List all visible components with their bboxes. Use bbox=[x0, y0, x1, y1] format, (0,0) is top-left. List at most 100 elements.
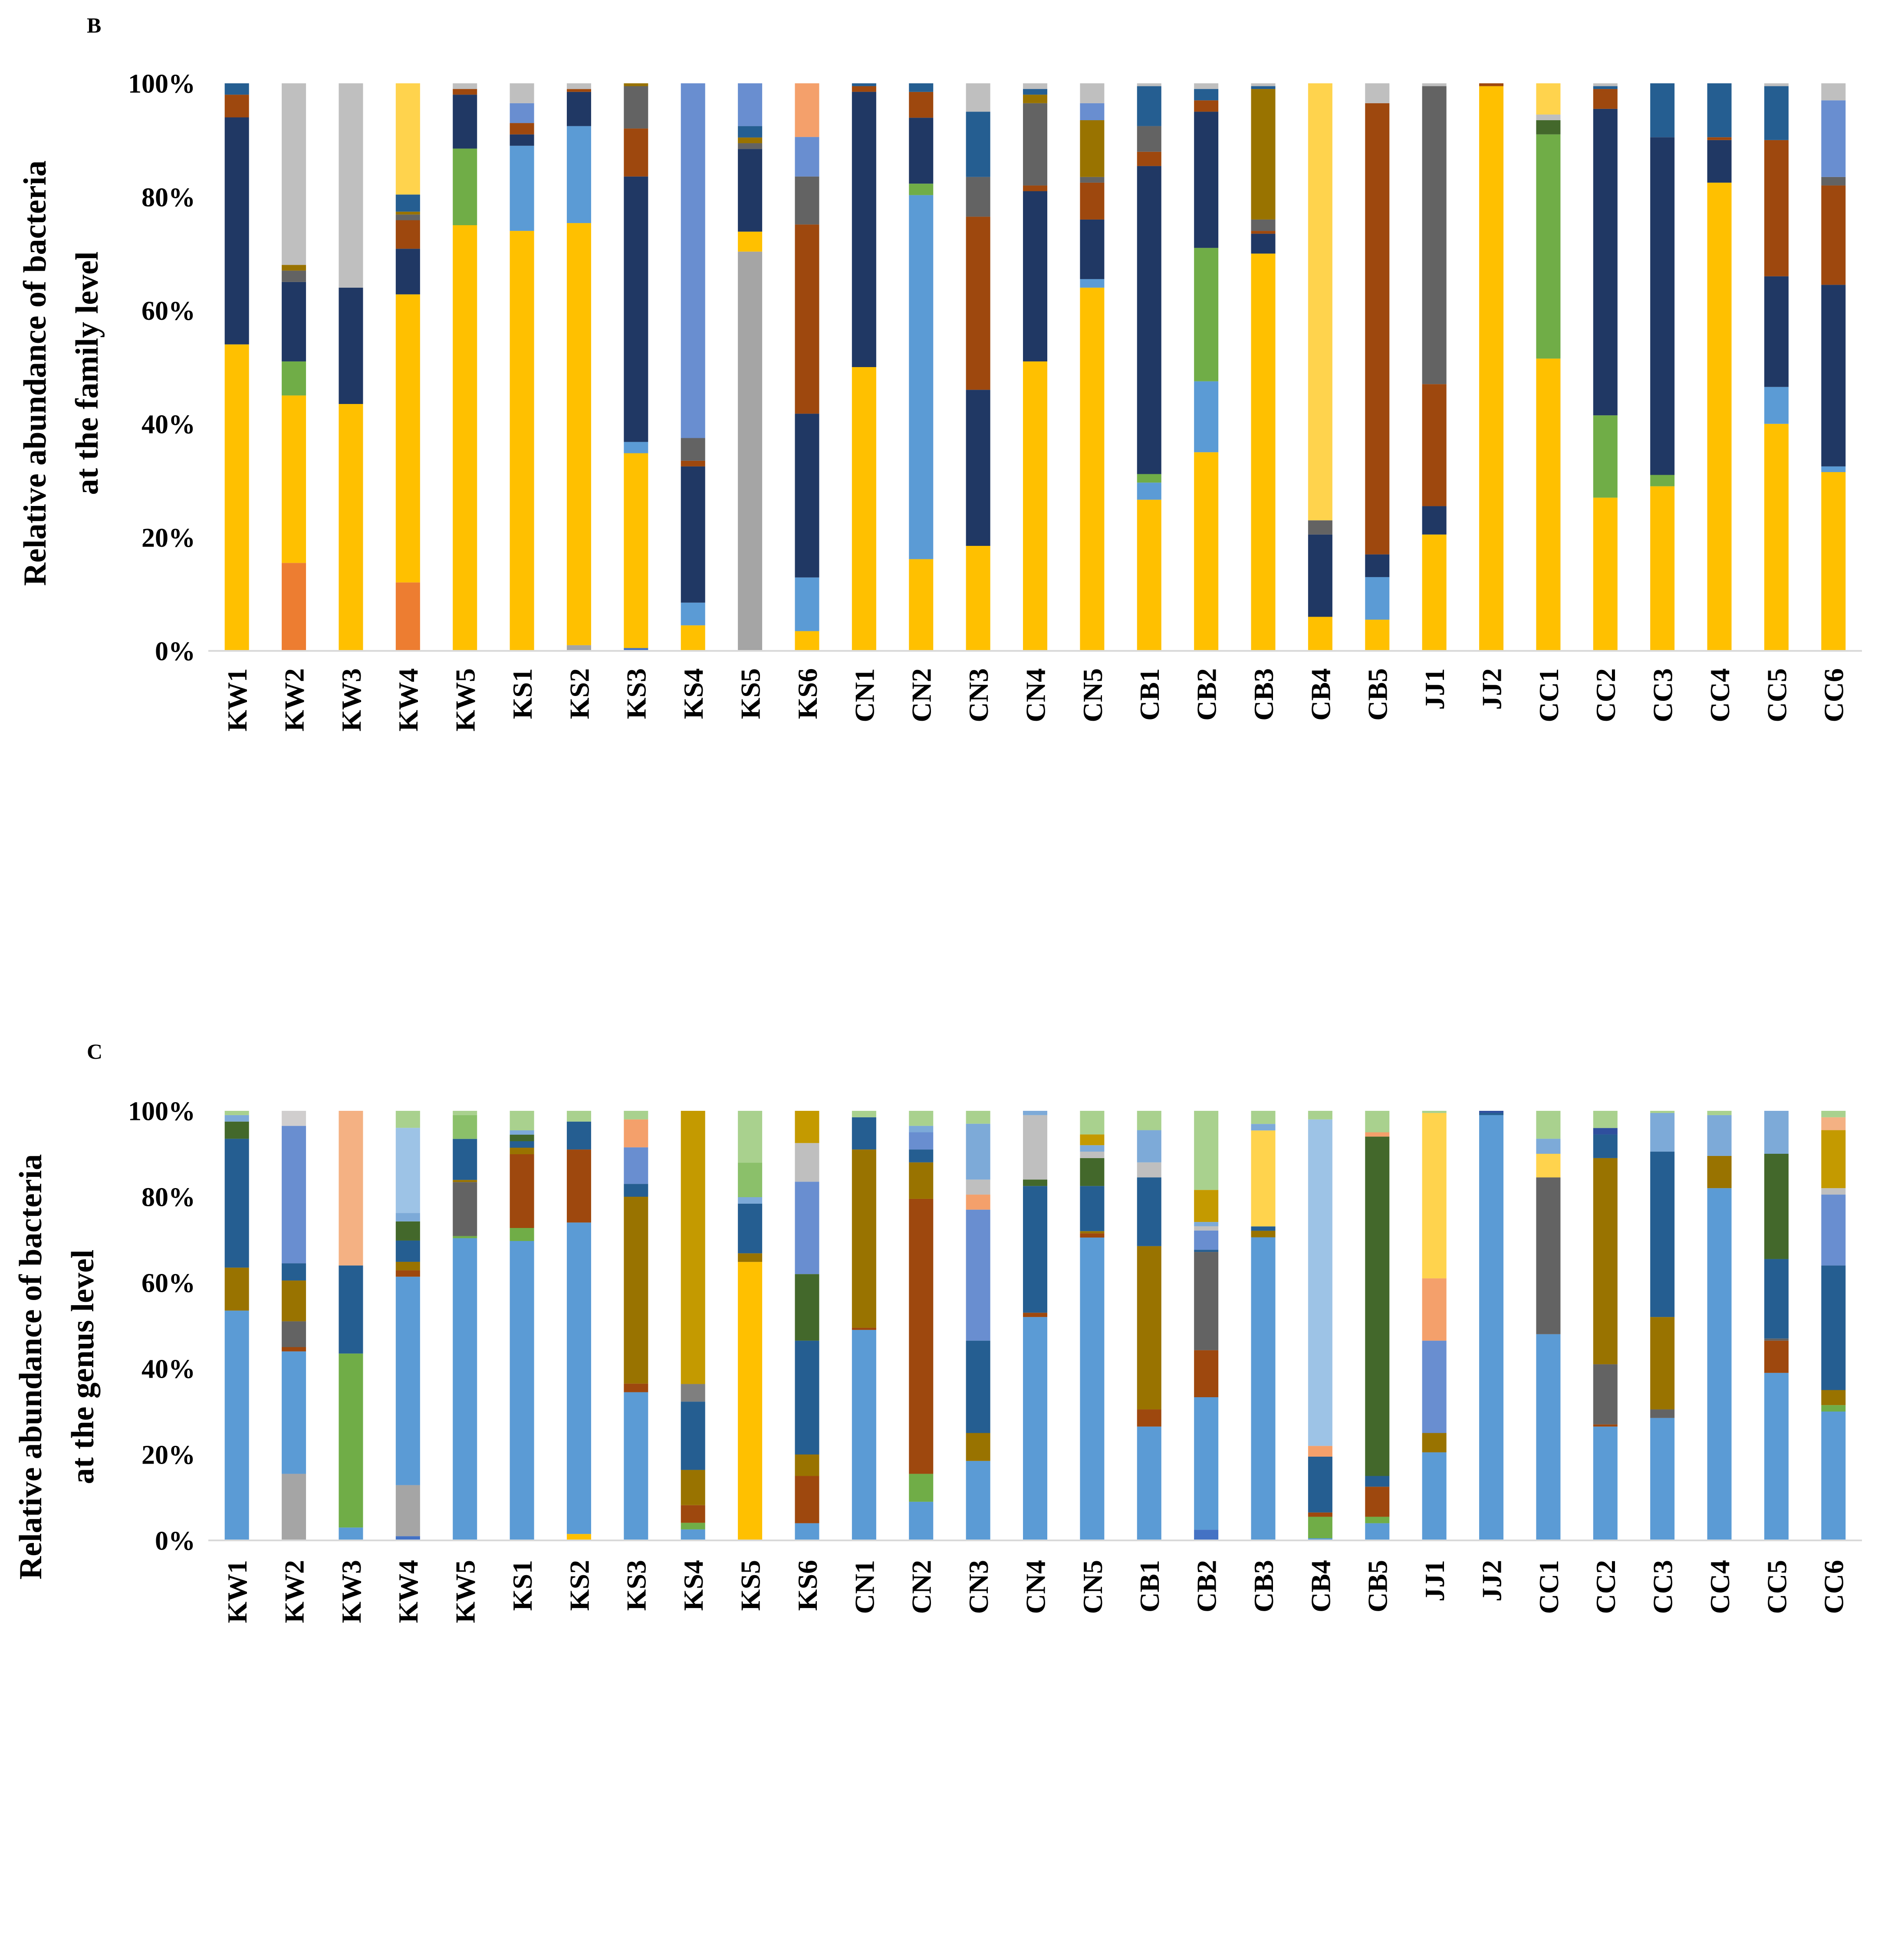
bar-segment-enterobacteriaceae bbox=[1080, 103, 1105, 121]
bar-segment-lactobacillaceae bbox=[395, 220, 420, 249]
bar-segment-bacillus bbox=[1023, 1317, 1047, 1540]
bar-segment-clostridiaceae bbox=[852, 83, 876, 86]
bar-segment-streptococcaceae bbox=[624, 83, 648, 86]
bar-segment-others bbox=[1707, 1111, 1732, 1115]
bar-segment-thermoactinomycetaceae bbox=[1194, 248, 1219, 381]
bar-segment-pediococcus bbox=[624, 1147, 648, 1184]
panel-c-bar-CC1 bbox=[1536, 1111, 1561, 1540]
bar-segment-others bbox=[909, 1111, 934, 1126]
bar-segment-bacillaceae bbox=[1764, 424, 1789, 651]
bar-segment-bacillaceae bbox=[1251, 253, 1276, 651]
bar-segment-psychrobacter-like bbox=[1536, 83, 1561, 115]
bar-segment-enterococcaceae bbox=[681, 466, 705, 603]
bar-segment-lactobacillaceae bbox=[1821, 185, 1846, 285]
bar-segment-anaerosalibacter bbox=[453, 1115, 477, 1139]
panel-c-category-label: CN5 bbox=[1077, 1560, 1108, 1614]
panel-b-category-label: CB2 bbox=[1191, 668, 1222, 721]
bar-segment-bacillaceae bbox=[1194, 452, 1219, 651]
panel-b-bar-CB5 bbox=[1365, 83, 1390, 651]
panel-b-ylabel-line1: Relative abundance of bacteria bbox=[17, 161, 53, 586]
bar-segment-lactobacillus bbox=[1080, 1158, 1105, 1186]
bar-segment-corynebacterium bbox=[395, 1536, 420, 1540]
bar-segment-leuconostocaceae bbox=[1137, 126, 1161, 152]
panel-b-category-label: CN3 bbox=[963, 668, 994, 722]
bar-segment-bacillaceae bbox=[224, 344, 249, 651]
bar-segment-bacillus bbox=[1080, 1238, 1105, 1540]
bar-segment-tetragenococcus bbox=[395, 1240, 420, 1262]
bar-segment-clostridiaceae bbox=[1764, 86, 1789, 140]
bar-segment-enterococcus bbox=[795, 1454, 819, 1476]
bar-segment-others bbox=[1593, 1111, 1618, 1128]
bar-segment-clostridium bbox=[1137, 1130, 1161, 1162]
bar-segment-streptococcus bbox=[1422, 1113, 1447, 1279]
bar-segment-enterococcaceae bbox=[510, 134, 534, 146]
bar-segment-enterococcaceae bbox=[1650, 137, 1675, 475]
bar-segment-leuconostocaceae bbox=[681, 438, 705, 461]
bar-segment-clostridium bbox=[395, 1213, 420, 1221]
bar-segment-bacillaceae bbox=[852, 367, 876, 651]
bar-segment-halomonadaceae bbox=[510, 83, 534, 103]
panel-b-bar-KS4 bbox=[681, 83, 705, 651]
bar-segment-halomonadaceae bbox=[1365, 83, 1390, 103]
bar-segment-aerosakkonema bbox=[738, 1262, 763, 1540]
bar-segment-enterococcaceae bbox=[1251, 233, 1276, 254]
bar-segment-psychrobacter-like bbox=[395, 83, 420, 195]
panel-c-category-label: CB4 bbox=[1305, 1560, 1336, 1612]
bar-segment-tetragenococcus bbox=[1650, 1152, 1675, 1317]
bar-segment-lactobacillus bbox=[224, 1121, 249, 1139]
bar-segment-lentibacillus bbox=[510, 1228, 534, 1241]
bar-segment-cronobacter bbox=[1080, 1134, 1105, 1146]
panel-b-category-label: KW3 bbox=[336, 668, 367, 732]
bar-segment-staphylococcaceae bbox=[1137, 483, 1161, 500]
bar-segment-pseudonocardiaceae bbox=[282, 563, 306, 651]
bar-segment-streptococcaceae bbox=[1023, 95, 1047, 103]
bar-segment-lactobacillaceae bbox=[1137, 151, 1161, 166]
bar-segment-clostridiaceae bbox=[1251, 86, 1276, 89]
panel-b-bar-KW5 bbox=[453, 83, 477, 651]
bar-segment-weissella bbox=[795, 1143, 819, 1182]
panel-b-bar-CC4 bbox=[1707, 83, 1732, 651]
bar-segment-enterococcaceae bbox=[795, 414, 819, 578]
bar-segment-clostridiaceae bbox=[1707, 83, 1732, 138]
bar-segment-tetragenococcus bbox=[1365, 1476, 1390, 1487]
panel-b-ytick-label: 100% bbox=[128, 69, 195, 99]
panel-b-category-label: CN4 bbox=[1020, 668, 1051, 722]
bar-segment-enterococcus bbox=[852, 1149, 876, 1328]
bar-segment-enterococcaceae bbox=[852, 92, 876, 367]
bar-segment-lactobacillaceae bbox=[510, 123, 534, 135]
panel-b-category-label: CB3 bbox=[1248, 668, 1279, 721]
bar-segment-staphylococcus bbox=[395, 1270, 420, 1277]
panel-c-category-label: CC3 bbox=[1648, 1560, 1678, 1614]
bar-segment-enterococcaceae bbox=[1422, 506, 1447, 535]
bar-segment-tetragenococcus bbox=[624, 1184, 648, 1197]
bar-segment-lactobacillus bbox=[795, 1274, 819, 1341]
bar-segment-lactobacillaceae bbox=[681, 460, 705, 466]
panel-c-category-label: KW3 bbox=[336, 1560, 367, 1623]
bar-segment-halomonadaceae bbox=[453, 83, 477, 89]
bar-segment-lactobacillaceae bbox=[1080, 182, 1105, 220]
bar-segment-pediococcus bbox=[966, 1209, 990, 1341]
panel-b-bar-KW2 bbox=[282, 83, 306, 651]
panel-b-category-label: CC6 bbox=[1819, 668, 1849, 722]
bar-segment-leuconostocaceae bbox=[1251, 219, 1276, 231]
bar-segment-halomonadaceae bbox=[1821, 83, 1846, 101]
bar-segment-enterococcaceae bbox=[738, 149, 763, 232]
bar-segment-lentibacillus bbox=[1365, 1517, 1390, 1523]
bar-segment-tetragenococcus bbox=[1593, 1134, 1618, 1158]
panel-b-bar-KW1 bbox=[224, 83, 249, 651]
bar-segment-tetragenococcus bbox=[1308, 1456, 1332, 1513]
panel-b-category-label: JJ2 bbox=[1476, 668, 1507, 710]
panel-c-category-label: CC1 bbox=[1533, 1560, 1564, 1614]
panel-b-category-label: CC1 bbox=[1533, 668, 1564, 722]
bar-segment-staphylococcus bbox=[681, 1505, 705, 1523]
bar-segment-staphylococcaceae bbox=[624, 442, 648, 453]
bar-segment-bacillus bbox=[624, 1392, 648, 1540]
bar-segment-thermoactinomycetaceae bbox=[909, 184, 934, 195]
bar-segment-oscillatoriaceae bbox=[566, 645, 591, 651]
bar-segment-pediococcus bbox=[1821, 1195, 1846, 1266]
bar-segment-clostridium bbox=[1707, 1115, 1732, 1156]
bar-segment-bacillus bbox=[681, 1529, 705, 1540]
panel-b-category-label: KS3 bbox=[621, 668, 652, 719]
panel-b-bar-CC3 bbox=[1650, 83, 1675, 651]
panel-b-bar-KS6 bbox=[795, 83, 819, 651]
